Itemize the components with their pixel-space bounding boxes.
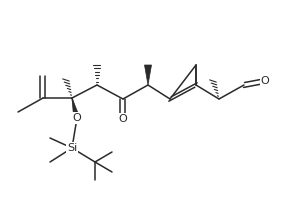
Text: O: O — [118, 114, 127, 124]
Polygon shape — [72, 98, 80, 119]
Text: O: O — [261, 76, 269, 86]
Text: Si: Si — [67, 143, 77, 153]
Polygon shape — [144, 65, 151, 85]
Text: O: O — [73, 113, 81, 123]
